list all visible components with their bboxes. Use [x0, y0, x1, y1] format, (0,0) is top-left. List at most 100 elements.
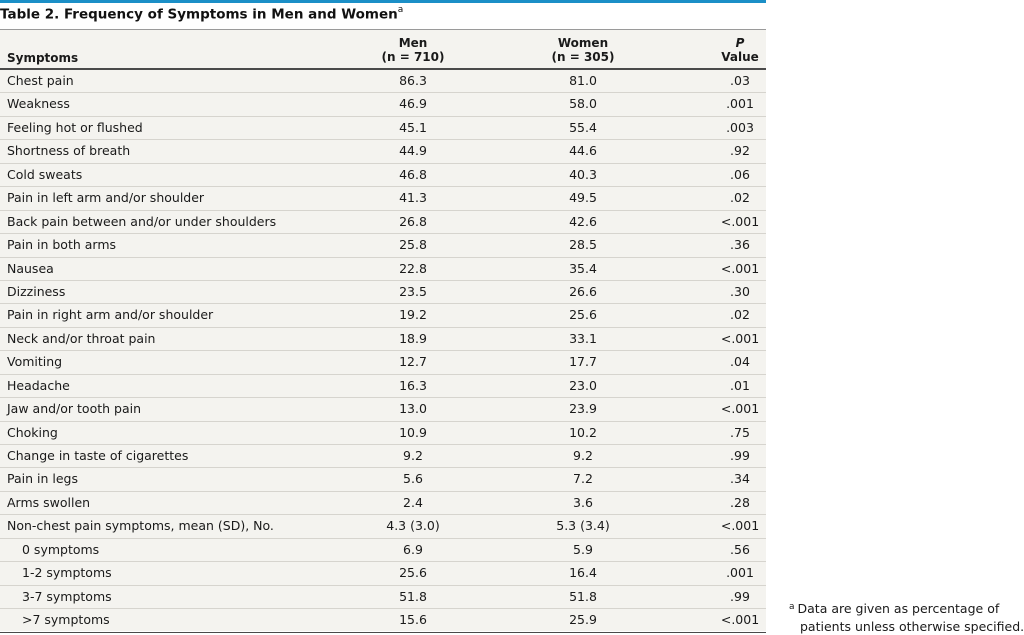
- table-row: Jaw and/or tooth pain 13.0 23.9 <.001: [0, 398, 766, 422]
- p-value-cell: .75: [730, 424, 750, 440]
- women-value-cell: 35.4: [569, 260, 597, 276]
- men-value-cell: 15.6: [399, 612, 427, 628]
- p-value-cell: .003: [726, 119, 754, 135]
- men-value-cell: 12.7: [399, 354, 427, 370]
- p-value-cell: .06: [730, 166, 750, 182]
- table-row: Choking 10.9 10.2 .75: [0, 422, 766, 445]
- table-row: Cold sweats 46.8 40.3 .06: [0, 164, 766, 188]
- men-value-cell: 46.8: [399, 166, 427, 182]
- women-value-cell: 55.4: [569, 119, 597, 135]
- symptom-cell: Dizziness: [7, 283, 66, 299]
- men-value-cell: 16.3: [399, 377, 427, 393]
- symptom-cell: 1-2 symptoms: [22, 565, 112, 581]
- men-value-cell: 2.4: [403, 494, 423, 510]
- women-value-cell: 5.3 (3.4): [556, 518, 610, 534]
- table-row: 1-2 symptoms 25.6 16.4 .001: [0, 562, 766, 586]
- symptom-cell: Choking: [7, 424, 58, 440]
- header-symptoms: Symptoms: [7, 51, 79, 65]
- p-value-cell: .56: [730, 541, 750, 557]
- p-value-cell: <.001: [720, 612, 760, 628]
- accent-bar: [0, 0, 766, 3]
- women-value-cell: 7.2: [573, 471, 593, 487]
- women-value-cell: 10.2: [569, 424, 597, 440]
- footnote-line2: patients unless otherwise specified.: [800, 619, 1024, 634]
- symptom-cell: 3-7 symptoms: [22, 588, 112, 604]
- table-row: >7 symptoms 15.6 25.9 <.001: [0, 609, 766, 633]
- women-value-cell: 25.6: [569, 307, 597, 323]
- table-row: Dizziness 23.5 26.6 .30: [0, 281, 766, 305]
- symptom-cell: Chest pain: [7, 73, 74, 88]
- women-value-cell: 23.0: [569, 377, 597, 393]
- header-women-n: (n = 305): [551, 50, 615, 64]
- footnote-mark: a: [789, 602, 795, 612]
- symptom-cell: Pain in left arm and/or shoulder: [7, 190, 205, 206]
- women-value-cell: 49.5: [569, 190, 597, 206]
- symptom-cell: 0 symptoms: [22, 541, 100, 557]
- header-men-label: Men: [398, 36, 428, 50]
- symptom-cell: Cold sweats: [7, 166, 83, 182]
- women-value-cell: 81.0: [569, 73, 597, 88]
- symptom-cell: Shortness of breath: [7, 143, 131, 159]
- women-value-cell: 3.6: [573, 494, 593, 510]
- p-value-cell: .02: [730, 307, 750, 323]
- header-men: Men (n = 710): [368, 36, 458, 64]
- p-value-cell: .36: [730, 237, 750, 253]
- symptom-cell: Jaw and/or tooth pain: [7, 401, 142, 417]
- symptom-cell: Feeling hot or flushed: [7, 119, 143, 135]
- symptom-cell: Vomiting: [7, 354, 63, 370]
- symptom-cell: Weakness: [7, 96, 70, 112]
- header-p-value: P Value: [715, 36, 765, 64]
- men-value-cell: 18.9: [399, 330, 427, 346]
- table-row: Pain in both arms 25.8 28.5 .36: [0, 234, 766, 258]
- header-p-label: P: [735, 36, 745, 50]
- p-value-cell: .03: [730, 73, 750, 88]
- p-value-cell: .04: [730, 354, 750, 370]
- symptom-cell: >7 symptoms: [22, 612, 110, 628]
- footnote-line1: Data are given as percentage of: [797, 601, 1000, 616]
- women-value-cell: 42.6: [569, 213, 597, 229]
- women-value-cell: 9.2: [573, 448, 593, 463]
- table-row: Pain in legs 5.6 7.2 .34: [0, 468, 766, 492]
- p-value-cell: .92: [730, 143, 750, 159]
- women-value-cell: 28.5: [569, 237, 597, 253]
- men-value-cell: 45.1: [399, 119, 427, 135]
- p-value-cell: <.001: [720, 260, 760, 276]
- footnote: a Data are given as percentage of patient…: [789, 601, 1024, 635]
- women-value-cell: 5.9: [573, 541, 593, 557]
- table-row: Weakness 46.9 58.0 .001: [0, 93, 766, 117]
- header-women: Women (n = 305): [538, 36, 628, 64]
- women-value-cell: 25.9: [569, 612, 597, 628]
- table-row: Back pain between and/or under shoulders…: [0, 211, 766, 235]
- women-value-cell: 40.3: [569, 166, 597, 182]
- men-value-cell: 51.8: [399, 588, 427, 604]
- women-value-cell: 17.7: [569, 354, 597, 370]
- symptom-cell: Back pain between and/or under shoulders: [7, 213, 277, 229]
- women-value-cell: 51.8: [569, 588, 597, 604]
- women-value-cell: 33.1: [569, 330, 597, 346]
- table-row: Pain in right arm and/or shoulder 19.2 25.…: [0, 304, 766, 328]
- symptom-cell: Arms swollen: [7, 494, 91, 510]
- p-value-cell: <.001: [720, 518, 760, 534]
- title-footnote-mark: a: [397, 5, 404, 15]
- table-row: Arms swollen 2.4 3.6 .28: [0, 492, 766, 516]
- men-value-cell: 22.8: [399, 260, 427, 276]
- header-women-label: Women: [557, 36, 609, 50]
- p-value-cell: .28: [730, 494, 750, 510]
- women-value-cell: 26.6: [569, 283, 597, 299]
- men-value-cell: 26.8: [399, 213, 427, 229]
- table-row: Non-chest pain symptoms, mean (SD), No. 4…: [0, 515, 766, 539]
- table-row: Headache 16.3 23.0 .01: [0, 375, 766, 399]
- men-value-cell: 86.3: [399, 73, 427, 88]
- table-row: Change in taste of cigarettes 9.2 9.2 .99: [0, 445, 766, 469]
- table-row: Chest pain 86.3 81.0 .03: [0, 70, 766, 94]
- men-value-cell: 41.3: [399, 190, 427, 206]
- p-value-cell: <.001: [720, 330, 760, 346]
- p-value-cell: .02: [730, 190, 750, 206]
- p-value-cell: .001: [726, 565, 754, 581]
- table-header: Symptoms Men (n = 710) Women (n = 305) P…: [0, 30, 766, 70]
- women-value-cell: 16.4: [569, 565, 597, 581]
- men-value-cell: 46.9: [399, 96, 427, 112]
- symptom-cell: Nausea: [7, 260, 54, 276]
- men-value-cell: 9.2: [403, 448, 423, 463]
- title-divider: [0, 29, 766, 30]
